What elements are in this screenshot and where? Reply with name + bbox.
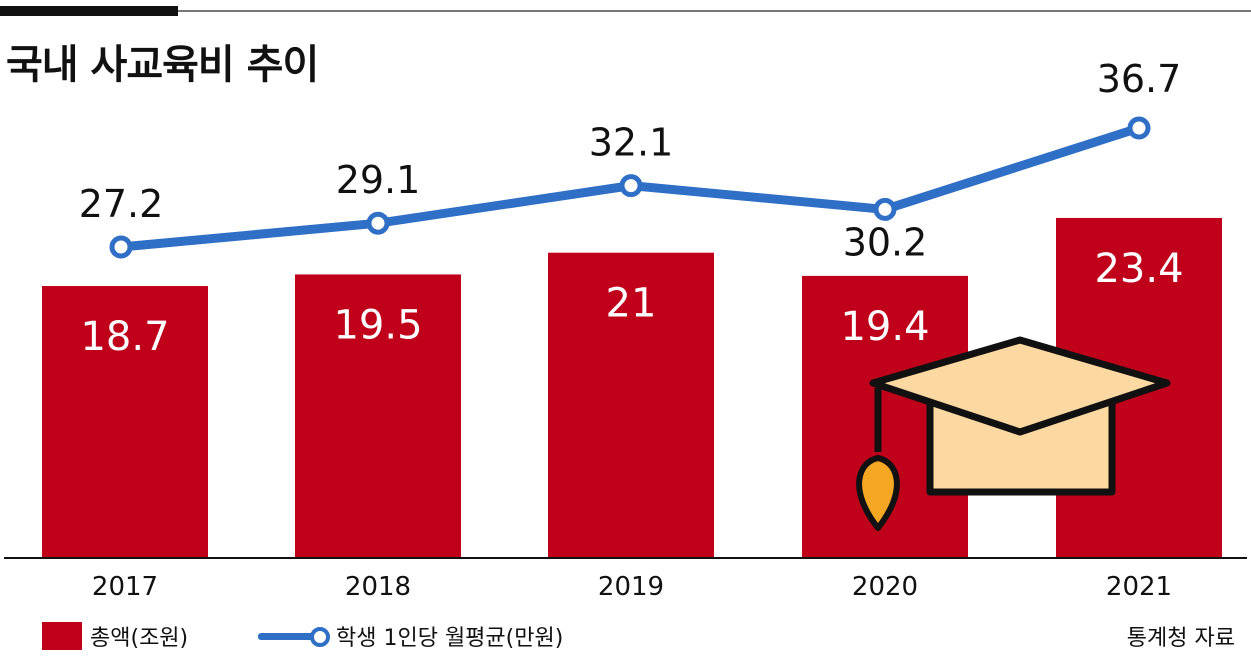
line-point-2017 bbox=[109, 235, 133, 259]
line-value-label-2017: 27.2 bbox=[79, 182, 164, 226]
legend-line-label: 학생 1인당 월평균(만원) bbox=[336, 626, 564, 651]
line-value-label-2020: 30.2 bbox=[843, 220, 928, 264]
bar-2018 bbox=[295, 274, 461, 557]
bar-2019 bbox=[548, 252, 714, 557]
bar-value-label-2021: 23.4 bbox=[1094, 246, 1183, 292]
cap-board bbox=[869, 336, 1171, 436]
bar-value-label-2018: 19.5 bbox=[333, 302, 422, 348]
title-accent-bar bbox=[0, 6, 178, 16]
line-point-2018 bbox=[366, 211, 390, 235]
legend-bar-swatch bbox=[42, 622, 82, 650]
bar-value-label-2017: 18.7 bbox=[80, 314, 169, 360]
line-value-label-2018: 29.1 bbox=[336, 158, 421, 202]
legend-item-bar: 총액(조원) bbox=[42, 618, 188, 654]
legend-item-line: 학생 1인당 월평균(만원) bbox=[258, 618, 563, 654]
line-point-2019 bbox=[619, 174, 643, 198]
title-rule bbox=[178, 10, 1251, 12]
x-tick-label-2019: 2019 bbox=[598, 572, 664, 602]
bar-2017 bbox=[42, 286, 208, 557]
source-note: 통계청 자료 bbox=[1126, 626, 1235, 651]
line-value-label-2019: 32.1 bbox=[589, 121, 674, 165]
line-point-2020 bbox=[873, 197, 897, 221]
x-tick-label-2017: 2017 bbox=[92, 572, 158, 602]
x-tick-label-2018: 2018 bbox=[345, 572, 411, 602]
chart-title: 국내 사교육비 추이 bbox=[6, 42, 319, 88]
bar-value-label-2019: 21 bbox=[606, 281, 657, 327]
line-value-label-2021: 36.7 bbox=[1097, 57, 1182, 101]
graduation-cap-icon bbox=[856, 336, 1171, 531]
cap-tassel bbox=[856, 455, 900, 531]
bar-value-label-2020: 19.4 bbox=[840, 304, 929, 350]
line-point-2021 bbox=[1127, 116, 1151, 140]
legend-line-swatch bbox=[258, 622, 330, 650]
x-tick-label-2021: 2021 bbox=[1106, 572, 1172, 602]
legend-bar-label: 총액(조원) bbox=[90, 626, 189, 651]
x-tick-label-2020: 2020 bbox=[852, 572, 918, 602]
